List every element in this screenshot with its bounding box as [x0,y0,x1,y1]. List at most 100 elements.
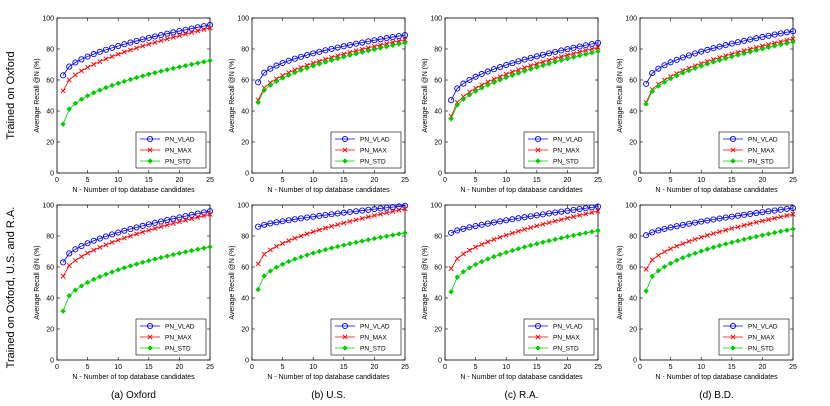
legend-label: PN_MAX [360,148,387,155]
data-point [322,56,328,62]
data-point [534,240,540,247]
data-point [783,205,790,212]
data-point [503,74,509,81]
data-point [454,85,461,92]
data-point [539,211,546,218]
data-point [127,76,134,83]
data-point [784,37,790,43]
data-point [784,227,790,233]
data-point [371,235,378,242]
data-point [279,75,286,81]
data-point [291,216,298,223]
data-point [334,44,341,51]
data-point [102,46,110,53]
data-point [521,244,528,250]
data-point [60,72,67,79]
series-pn-std [60,244,213,314]
series-pn-std [643,39,796,107]
data-point [84,279,91,286]
x-axis-label: N - Number of top database candidates [655,187,778,194]
data-point [735,224,741,230]
data-point [478,85,485,91]
data-point [182,249,189,255]
data-point [146,322,154,330]
data-point [747,235,753,241]
data-point [545,50,553,57]
y-tick-label: 40 [434,109,442,116]
data-point [298,67,304,74]
data-point [704,217,711,224]
data-point [789,28,797,35]
y-tick-label: 80 [629,47,637,54]
x-tick-label: 5 [669,177,673,184]
data-point [72,287,79,293]
data-point [582,205,589,212]
data-point [78,68,84,74]
data-point [60,121,66,127]
data-point [147,334,153,340]
series-pn-std [60,57,213,127]
y-tick-label: 20 [629,327,637,334]
data-point [540,221,546,227]
data-point [546,238,552,244]
data-point [655,83,662,89]
data-point [371,46,378,53]
data-point [359,215,365,221]
data-point [661,263,668,270]
y-tick-label: 0 [633,358,637,365]
legend-label: PN_STD [360,159,386,166]
x-tick-label: 10 [309,364,317,371]
data-point [72,257,78,264]
data-point [509,69,515,75]
x-tick-label: 25 [789,177,797,184]
data-point [335,53,341,59]
data-point [448,266,454,272]
series-line [450,230,599,292]
series-line [62,246,211,312]
data-point [540,239,546,246]
data-point [448,289,454,295]
data-point [267,65,274,72]
legend-label: PN_STD [553,346,579,353]
x-tick-label: 0 [55,177,59,184]
data-point [698,234,704,240]
data-point [784,40,790,47]
data-point [668,246,674,252]
series-pn-vlad [255,202,409,230]
x-tick-label: 25 [789,364,797,371]
data-point [267,220,274,227]
data-point [571,214,577,220]
data-point [766,217,772,223]
data-point [503,61,510,69]
y-tick-label: 40 [46,109,54,116]
y-tick-label: 60 [629,265,637,272]
data-point [152,69,158,76]
data-point [454,274,461,280]
data-point [292,69,298,76]
data-point [377,45,384,51]
data-point [85,64,91,70]
data-point [679,221,686,228]
data-point [121,49,127,55]
series-line [450,47,599,117]
data-point [717,229,723,235]
y-tick-label: 100 [430,203,442,210]
data-point [279,218,286,225]
data-point [564,55,571,62]
data-point [316,58,322,64]
y-tick-label: 80 [46,234,54,241]
data-point [558,208,565,215]
data-point [273,264,280,271]
data-point [564,207,571,214]
data-point [261,221,268,228]
data-point [66,77,72,83]
data-point [790,226,796,232]
data-point [527,54,534,61]
data-point [396,207,402,213]
x-tick-label: 25 [401,177,409,184]
data-point [527,66,534,72]
data-point [528,225,534,231]
data-point [133,74,140,81]
data-point [255,286,261,293]
